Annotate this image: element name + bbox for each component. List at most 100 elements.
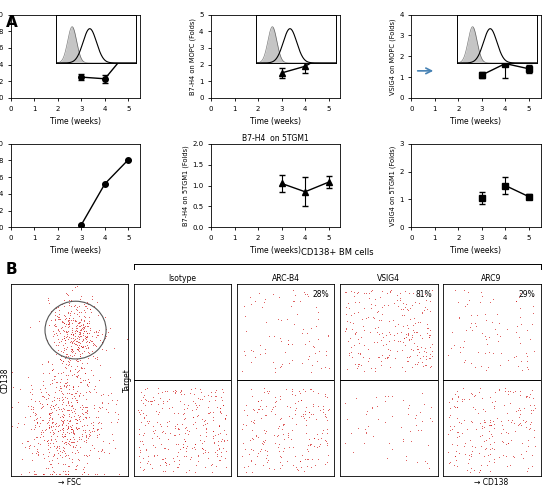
Point — [501, 384, 509, 392]
Point — [471, 320, 480, 328]
Point — [220, 416, 229, 423]
Point — [201, 432, 210, 440]
Point — [78, 405, 87, 413]
Point — [248, 405, 257, 413]
Point — [310, 434, 318, 442]
Point — [62, 451, 70, 459]
Point — [319, 402, 328, 410]
Point — [191, 468, 199, 476]
Point — [211, 388, 220, 396]
Point — [31, 434, 40, 441]
Point — [75, 338, 84, 346]
Text: B: B — [5, 262, 17, 278]
Point — [38, 470, 47, 478]
Point — [79, 343, 87, 351]
Point — [284, 443, 293, 451]
Point — [408, 333, 417, 341]
Point — [134, 452, 143, 460]
Point — [482, 436, 491, 444]
Point — [54, 459, 62, 467]
Point — [78, 325, 87, 332]
Point — [141, 421, 150, 429]
Point — [85, 329, 93, 336]
Point — [453, 392, 462, 400]
Point — [530, 426, 538, 434]
Point — [181, 437, 189, 445]
Point — [151, 426, 159, 434]
Point — [160, 454, 169, 462]
Point — [261, 346, 270, 353]
Point — [287, 302, 295, 310]
Point — [259, 298, 268, 306]
Point — [402, 300, 411, 308]
Point — [341, 288, 350, 296]
Point — [276, 363, 285, 370]
Point — [85, 319, 94, 327]
Point — [63, 470, 72, 478]
Point — [454, 418, 463, 426]
Point — [65, 313, 74, 321]
Point — [45, 423, 54, 431]
Point — [74, 371, 82, 379]
Point — [171, 422, 180, 430]
Point — [54, 405, 63, 413]
Point — [173, 452, 182, 460]
Point — [57, 449, 66, 456]
Point — [71, 394, 80, 402]
Point — [215, 456, 224, 464]
Point — [221, 448, 230, 455]
Point — [72, 337, 80, 345]
Point — [58, 359, 67, 366]
Point — [400, 333, 408, 341]
Point — [49, 429, 58, 436]
Point — [80, 364, 88, 372]
Point — [46, 400, 55, 408]
Point — [88, 371, 97, 379]
Point — [160, 458, 169, 466]
Point — [345, 304, 353, 312]
Point — [75, 345, 84, 352]
Point — [64, 295, 73, 303]
Point — [296, 397, 305, 404]
Point — [473, 312, 482, 319]
Point — [168, 403, 176, 411]
Point — [85, 349, 94, 357]
Point — [270, 364, 279, 372]
Point — [422, 296, 430, 304]
Point — [52, 470, 61, 478]
Point — [467, 360, 476, 367]
Point — [64, 406, 73, 414]
Point — [141, 445, 150, 452]
Point — [61, 438, 69, 446]
Point — [29, 409, 38, 417]
Point — [69, 351, 78, 359]
Point — [79, 323, 88, 331]
Point — [299, 325, 307, 333]
Point — [190, 390, 199, 398]
Point — [365, 354, 373, 362]
Point — [55, 427, 64, 434]
Point — [135, 425, 144, 433]
Point — [63, 335, 72, 343]
Point — [60, 439, 69, 447]
Point — [105, 449, 114, 457]
Point — [189, 397, 198, 405]
Point — [528, 320, 537, 328]
Point — [194, 457, 203, 465]
Point — [444, 351, 453, 359]
Point — [176, 398, 185, 405]
Point — [503, 387, 512, 395]
Point — [426, 307, 435, 315]
Point — [522, 447, 531, 454]
Point — [398, 435, 407, 443]
Point — [219, 437, 228, 445]
Point — [146, 397, 155, 405]
Point — [306, 440, 314, 448]
Point — [364, 313, 372, 321]
Point — [76, 325, 85, 333]
Point — [463, 466, 472, 474]
Point — [63, 424, 72, 432]
Point — [354, 339, 363, 347]
Point — [418, 334, 426, 342]
Point — [323, 441, 331, 449]
